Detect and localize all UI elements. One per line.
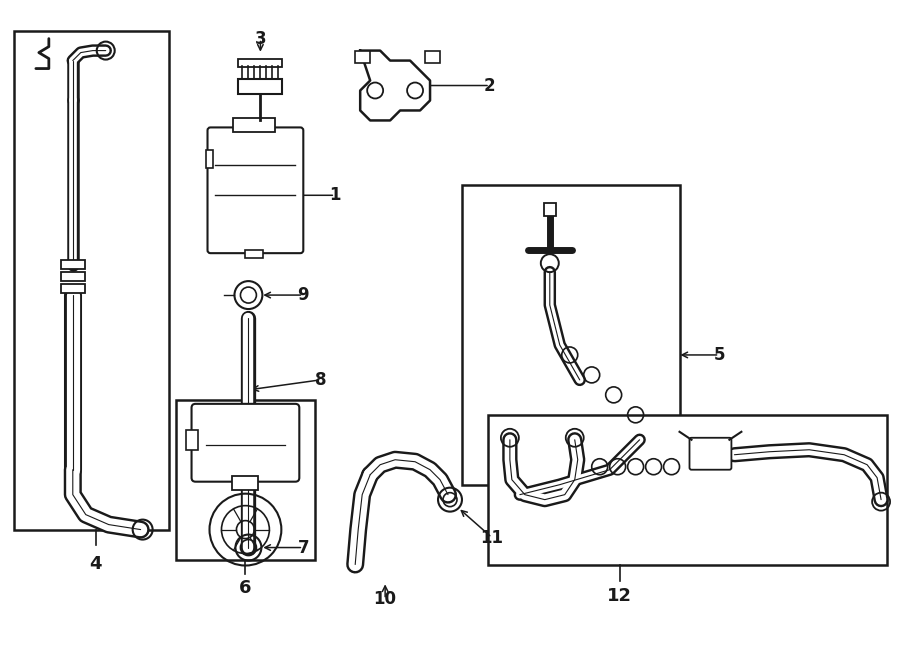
Text: 10: 10 [374,591,397,608]
Bar [462,185,680,485]
Bar [205,150,213,168]
Polygon shape [360,50,430,120]
Bar [544,203,556,216]
Bar [238,58,283,67]
Text: 4: 4 [89,555,102,573]
Text: 2: 2 [484,77,496,95]
Bar [488,415,887,565]
Bar [14,30,168,530]
Bar [425,50,440,63]
Text: 3: 3 [255,30,266,48]
Bar [233,118,275,132]
Text: 6: 6 [239,579,252,598]
Bar [246,250,264,258]
Bar [232,476,258,490]
Bar [176,400,315,559]
Text: 1: 1 [329,186,341,205]
Bar [356,50,370,63]
FancyBboxPatch shape [192,404,300,482]
FancyBboxPatch shape [689,438,732,470]
Text: 7: 7 [298,539,309,557]
Text: 11: 11 [481,528,503,547]
Bar [185,430,197,449]
Text: 5: 5 [714,346,725,364]
Bar [61,284,85,293]
Text: 8: 8 [314,371,326,389]
Bar [61,260,85,269]
Bar [238,79,283,95]
Text: 9: 9 [298,286,309,304]
FancyBboxPatch shape [208,127,303,253]
Text: 12: 12 [608,587,632,606]
Bar [61,272,85,281]
